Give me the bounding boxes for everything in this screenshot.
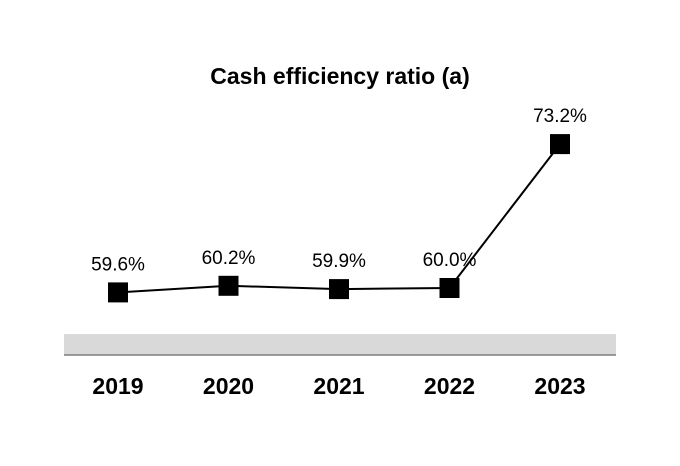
- data-label: 59.9%: [312, 251, 366, 272]
- x-tick-label: 2021: [313, 373, 364, 399]
- data-point-marker: [108, 282, 128, 303]
- data-label: 60.2%: [202, 248, 256, 269]
- chart-title: Cash efficiency ratio (a): [210, 63, 469, 89]
- data-point-marker: [218, 275, 239, 296]
- x-tick-label: 2022: [424, 373, 475, 399]
- x-tick-label: 2023: [534, 373, 585, 399]
- data-point-marker: [329, 279, 349, 300]
- baseline-band: [64, 334, 616, 355]
- x-tick-layer: 2019 2020 2021 2022 2023: [92, 373, 585, 399]
- x-tick-label: 2020: [203, 373, 254, 399]
- data-label: 59.6%: [91, 254, 145, 275]
- data-point-marker: [439, 278, 460, 298]
- data-point-marker: [550, 134, 570, 155]
- x-tick-label: 2019: [92, 373, 143, 399]
- series-marker-layer: [108, 134, 570, 303]
- data-label: 73.2%: [533, 106, 587, 127]
- data-label: 60.0%: [423, 250, 477, 271]
- data-label-layer: 59.6% 60.2% 59.9% 60.0% 73.2%: [91, 106, 587, 275]
